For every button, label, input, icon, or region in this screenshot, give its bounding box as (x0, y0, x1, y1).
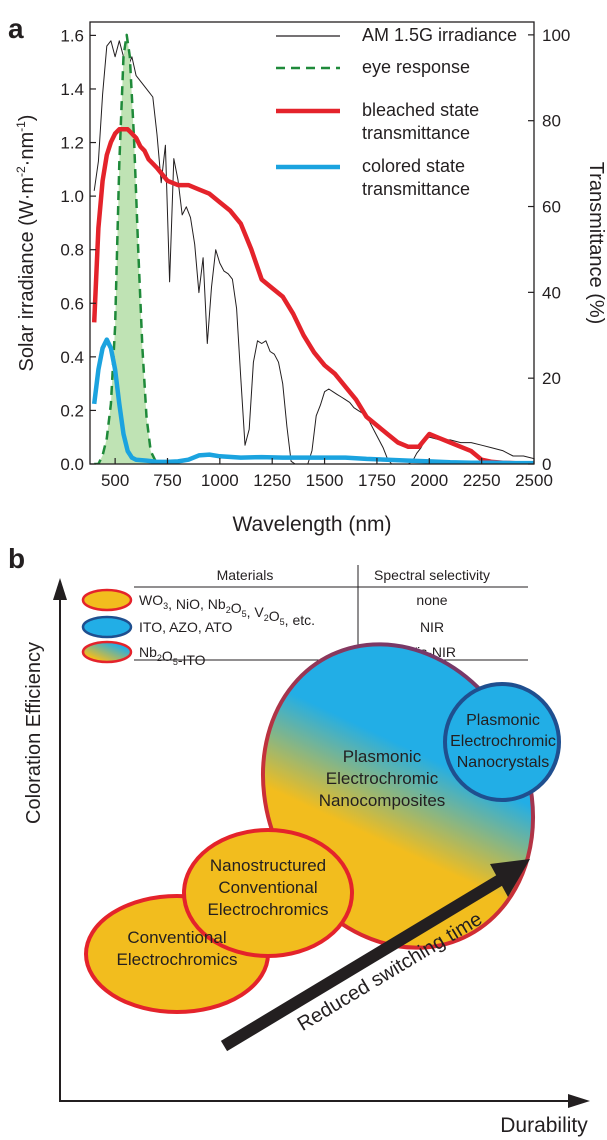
legend-colored-state-transmittance-label: colored state (362, 156, 465, 176)
series-bleached-state-transmittance (91, 127, 534, 464)
ellipse-label-nanostructured: Nanostructured (210, 856, 326, 875)
x-tick-label-a: 750 (153, 471, 181, 490)
table-header-selectivity: Spectral selectivity (374, 567, 490, 583)
x-tick-label-a: 1000 (201, 471, 239, 490)
y-axis-label-a: Solar irradiance (W·m-2·nm-1) (14, 115, 38, 372)
plot-a-data-layer (91, 33, 534, 464)
y2-axis-label-a: Transmittance (%) (585, 162, 607, 325)
ellipse-label-nanocrystals: Nanocrystals (457, 754, 549, 771)
plot-a-legend: AM 1.5G irradiance eye response bleached s… (276, 25, 517, 199)
x-tick-label-a: 1500 (306, 471, 344, 490)
x-tick-label-a: 2500 (515, 471, 553, 490)
y-tick-label-a: 0.8 (60, 241, 84, 260)
table-material-cell: ITO, AZO, ATO (139, 619, 232, 635)
table-selectivity-cell: none (416, 592, 447, 608)
ellipse-nanostructured (182, 828, 354, 958)
y-tick-label-a: 0.4 (60, 348, 84, 367)
y-tick-label-a: 1.0 (60, 187, 84, 206)
table-material-cell: Nb2O5-ITO (139, 644, 206, 668)
y-tick-label-a: 1.6 (60, 26, 84, 45)
ellipse-label-composites: Plasmonic (343, 747, 422, 766)
y2-tick-label-a: 20 (542, 369, 561, 388)
diagram-b: Plasmonic Electrochromic Nanocomposites Nan… (84, 642, 561, 1052)
series-eye-response (94, 33, 159, 464)
ellipse-label-nanostructured: Conventional (218, 878, 317, 897)
table-swatch-composite (81, 640, 133, 664)
x-axis-label-b: Durability (500, 1114, 588, 1137)
plot-a-frame (89, 21, 535, 465)
table-swatch-conventional (81, 588, 133, 612)
x-tick-label-a: 500 (101, 471, 129, 490)
plot-a: 500 750 1000 1250 1500 1750 2000 2250 25000.00.2… (60, 21, 570, 490)
series-am-1-5g-irradiance (93, 40, 534, 464)
series-colored-state-transmittance (91, 337, 534, 464)
legend-eye-response-label: eye response (362, 57, 470, 77)
table-selectivity-cell: NIR (420, 619, 444, 635)
legend-am-1-5g-irradiance-label: AM 1.5G irradiance (362, 25, 517, 45)
y-tick-label-a: 1.2 (60, 134, 84, 153)
x-tick-label-a: 2250 (463, 471, 501, 490)
ellipse-nanocrystals (443, 682, 561, 802)
x-axis-label-a: Wavelength (nm) (232, 513, 391, 536)
series-eye-response-fill (94, 34, 157, 464)
ellipse-labels: Plasmonic Electrochromic Nanocomposites Nan… (117, 712, 556, 969)
y-axis-label-b: Coloration Efficiency (23, 642, 45, 824)
legend-bleached-state-transmittance-label: transmittance (362, 123, 470, 143)
y2-tick-label-a: 60 (542, 198, 561, 217)
y2-tick-label-a: 100 (542, 26, 570, 45)
diagram-axes (53, 578, 590, 1108)
materials-table: Materials Spectral selectivity WO3, NiO,… (81, 565, 528, 668)
panel-b-label: b (8, 543, 25, 574)
ellipse-label-conventional: Conventional (127, 928, 226, 947)
y-axis-b-arrowhead (53, 578, 67, 600)
legend-bleached-state-transmittance-label: bleached state (362, 100, 479, 120)
table-material-cell: WO3, NiO, Nb2O5, V2O5, etc. (139, 592, 315, 628)
ellipse-label-conventional: Electrochromics (117, 950, 238, 969)
x-tick-label-a: 2000 (410, 471, 448, 490)
ellipse-label-nanocrystals: Plasmonic (466, 712, 540, 729)
table-header-materials: Materials (217, 567, 274, 583)
switching-time-arrow (220, 859, 530, 1052)
y2-tick-label-a: 40 (542, 283, 561, 302)
y2-tick-label-a: 80 (542, 112, 561, 131)
table-rows: WO3, NiO, Nb2O5, V2O5, etc. none ITO, AZO,… (81, 588, 456, 668)
ellipse-label-nanostructured: Electrochromics (208, 900, 329, 919)
y-tick-label-a: 1.4 (60, 80, 84, 99)
legend-colored-state-transmittance-label: transmittance (362, 179, 470, 199)
ellipse-label-nanocrystals: Electrochromic (450, 733, 556, 750)
x-axis-b-arrowhead (568, 1094, 590, 1108)
y-tick-label-a: 0.6 (60, 294, 84, 313)
switching-time-arrow-shaft (220, 871, 509, 1052)
ellipse-label-composites: Nanocomposites (319, 791, 446, 810)
switching-time-arrowhead (490, 859, 530, 897)
y2-tick-label-a: 0 (542, 455, 551, 474)
y-tick-label-a: 0.0 (60, 455, 84, 474)
x-tick-label-a: 1250 (253, 471, 291, 490)
ellipse-label-composites: Electrochromic (326, 769, 439, 788)
table-swatch-plasmonic (81, 615, 133, 639)
panel-a-label: a (8, 13, 24, 44)
x-tick-label-a: 1750 (358, 471, 396, 490)
plot-a-axes: 500 750 1000 1250 1500 1750 2000 2250 25000.00.2… (60, 26, 570, 490)
y-tick-label-a: 0.2 (60, 401, 84, 420)
